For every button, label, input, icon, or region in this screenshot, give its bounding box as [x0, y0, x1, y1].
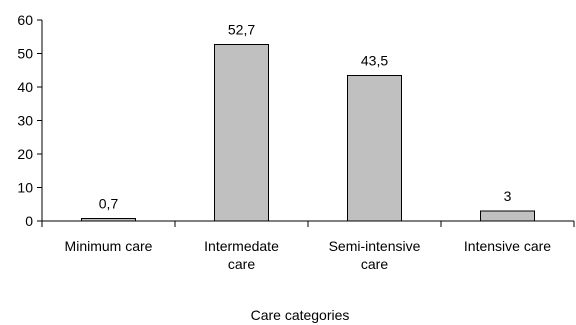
- x-tick-label-line: care: [361, 256, 388, 272]
- y-tick-label: 20: [17, 146, 33, 162]
- y-tick-label: 0: [25, 213, 33, 229]
- x-tick-label-line: care: [228, 256, 255, 272]
- data-labels: 0,7 52,7 43,5 3: [99, 21, 512, 211]
- y-tick-label: 50: [17, 46, 33, 62]
- data-label: 43,5: [361, 52, 388, 68]
- bar: [480, 210, 535, 222]
- x-tick-label-line: Intensive care: [464, 238, 551, 254]
- bar: [347, 74, 402, 222]
- y-tick-label: 60: [17, 12, 33, 28]
- bars: [81, 43, 535, 222]
- data-label: 0,7: [99, 196, 119, 212]
- bar: [81, 218, 136, 222]
- x-tick-label: Minimum care: [65, 238, 153, 254]
- x-tick-label-line: Minimum care: [65, 238, 153, 254]
- data-label: 52,7: [228, 21, 255, 37]
- x-tick-label: Semi-intensive care: [329, 238, 421, 272]
- x-tick-label: Intermedate care: [204, 238, 279, 272]
- category-labels: Minimum care Intermedate careSemi-intensiv…: [65, 238, 552, 272]
- y-tick-label: 40: [17, 79, 33, 95]
- bar: [214, 43, 269, 222]
- x-tick-label-line: Semi-intensive: [329, 238, 421, 254]
- data-label: 3: [504, 188, 512, 204]
- x-tick-label: Intensive care: [464, 238, 551, 254]
- y-axis: 0 10 20 30 40 50 60: [17, 12, 43, 229]
- y-tick-label: 30: [17, 113, 33, 129]
- y-tick-label: 10: [17, 180, 33, 196]
- x-axis: [41, 220, 575, 227]
- x-axis-title: Care categories: [251, 307, 350, 323]
- x-tick-label-line: Intermedate: [204, 238, 279, 254]
